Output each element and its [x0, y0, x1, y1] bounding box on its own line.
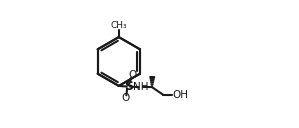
Text: OH: OH [173, 90, 189, 100]
Text: O: O [121, 93, 129, 103]
Text: CH₃: CH₃ [111, 21, 127, 30]
Text: O: O [128, 70, 136, 80]
Text: S: S [124, 80, 133, 93]
Text: NH: NH [133, 82, 148, 92]
